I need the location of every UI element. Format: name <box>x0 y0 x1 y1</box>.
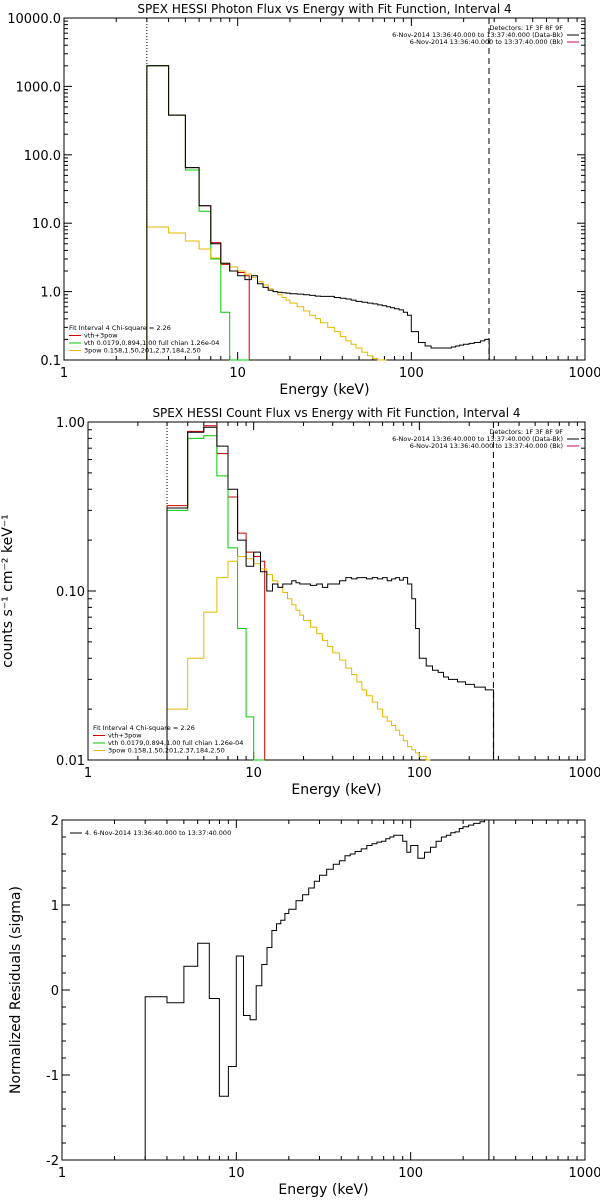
x-axis-label: Energy (keV) <box>279 382 369 398</box>
x-tick-label: 10 <box>228 1166 245 1181</box>
x-tick-label: 1 <box>58 1166 66 1181</box>
legend-top-text: 6-Nov-2014 13:36:40.000 to 13:37:40.000 … <box>392 31 563 39</box>
x-tick-label: 100 <box>398 1166 423 1181</box>
plot-frame <box>63 17 586 361</box>
x-axis-label: Energy (keV) <box>278 1182 368 1198</box>
y-tick-label: 10.0 <box>32 217 61 232</box>
legend-top-text: 6-Nov-2014 13:36:40.000 to 13:37:40.000 … <box>410 38 563 46</box>
y-tick-label: 0 <box>51 984 59 999</box>
x-tick-label: 10 <box>245 766 262 781</box>
y-tick-label: 0.1 <box>40 354 61 369</box>
legend-bottom-text: vth+3pow <box>84 332 118 340</box>
x-tick-label: 1 <box>84 766 92 781</box>
chart-title: SPEX HESSI Photon Flux vs Energy with Fi… <box>137 2 511 16</box>
plot-frame <box>87 421 586 761</box>
y-tick-label: -2 <box>46 1154 59 1169</box>
legend-bottom-text: 3pow 0.158,1.50,201,2.37,184,2.50 <box>108 747 225 755</box>
chart-2: SPEX HESSI Count Flux vs Energy with Fit… <box>0 406 600 798</box>
legend-bottom-text: Fit Interval 4 Chi-square = 2.26 <box>93 724 195 732</box>
y-tick-label: -1 <box>46 1069 59 1084</box>
x-tick-label: 1 <box>60 366 68 381</box>
y-tick-label: 10000.0 <box>7 12 61 27</box>
y-axis-label: counts s⁻¹ cm⁻² keV⁻¹ <box>0 514 16 668</box>
legend-top-text: 6-Nov-2014 13:36:40.000 to 13:37:40.000 … <box>410 442 563 450</box>
legend-text: 4. 6-Nov-2014 13:36:40.000 to 13:37:40.0… <box>85 829 231 837</box>
series-4-line <box>166 426 495 760</box>
x-tick-label: 1000 <box>568 366 600 381</box>
x-tick-label: 100 <box>399 366 424 381</box>
plot-frame <box>61 819 586 1161</box>
legend-bottom-text: Fit Interval 4 Chi-square = 2.26 <box>69 324 171 332</box>
legend-top-text: 6-Nov-2014 13:36:40.000 to 13:37:40.000 … <box>392 435 563 443</box>
y-tick-label: 1000.0 <box>16 80 62 95</box>
chart-1: SPEX HESSI Photon Flux vs Energy with Fi… <box>7 2 600 398</box>
legend-bottom-text: vth 0.0179,0.894,1.00 full chian 1.26e-0… <box>108 739 243 747</box>
x-tick-label: 100 <box>407 766 432 781</box>
chart-title: SPEX HESSI Count Flux vs Energy with Fit… <box>152 406 520 420</box>
series-2-line <box>146 65 250 361</box>
series-3-line <box>166 556 431 761</box>
y-tick-label: 1 <box>51 899 59 914</box>
legend-bottom-text: 3pow 0.158,1.50,201,2.37,184,2.50 <box>84 347 201 355</box>
x-axis-label: Energy (keV) <box>291 782 381 798</box>
y-tick-label: 2 <box>51 814 59 829</box>
legend-top-text: Detectors: 1F 3F 8F 9F <box>489 24 563 32</box>
y-tick-label: 100.0 <box>24 149 61 164</box>
series-1-line <box>166 425 266 760</box>
y-tick-label: 1.00 <box>56 416 85 431</box>
x-tick-label: 1000 <box>568 1166 600 1181</box>
chart-3: 1 10 100 1000 -2 -1 0 1 2 Energy (keV) Normalized … <box>8 814 600 1198</box>
x-tick-label: 10 <box>229 366 246 381</box>
legend-bottom-text: vth+3pow <box>108 732 142 740</box>
series-4-line <box>146 65 490 360</box>
y-tick-label: 1.0 <box>40 286 61 301</box>
y-tick-label: 0.01 <box>56 754 85 769</box>
legend-bottom-text: vth 0.0179,0.894,1.00 full chian 1.26e-0… <box>84 339 219 347</box>
x-tick-label: 1000 <box>568 766 600 781</box>
series-2-line <box>166 435 265 761</box>
legend-top-text: Detectors: 1F 3F 8F 9F <box>489 428 563 436</box>
series-1-line <box>146 65 250 360</box>
y-axis-label: Normalized Residuals (sigma) <box>8 886 24 1094</box>
series-1-line <box>144 819 490 1160</box>
y-tick-label: 0.10 <box>56 585 85 600</box>
